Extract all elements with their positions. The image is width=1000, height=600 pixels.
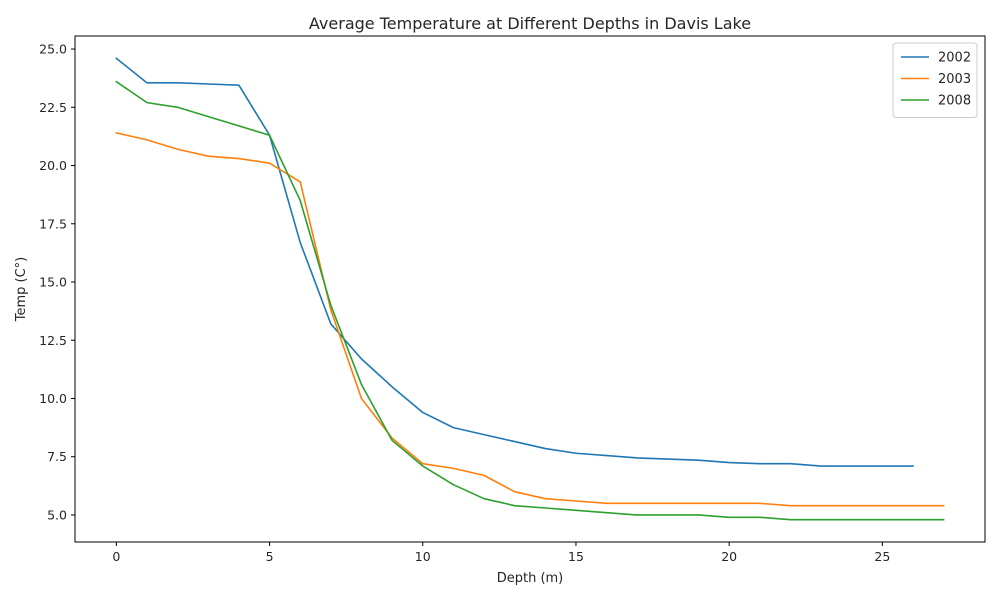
y-tick-label: 5.0	[47, 507, 67, 522]
y-axis: 5.0 7.5 10.0 12.5 15.0 17.5 20.0 22.5 25.0	[39, 42, 75, 522]
series-line-2008	[115, 80, 945, 521]
y-tick-label: 20.0	[39, 158, 67, 173]
y-tick-label: 25.0	[39, 42, 67, 57]
x-tick-label: 25	[874, 549, 890, 564]
x-tick-label: 0	[112, 549, 120, 564]
legend-label-2008: 2008	[938, 94, 971, 109]
legend: 2002 2003 2008	[892, 42, 978, 118]
legend-label-2002: 2002	[938, 51, 971, 66]
y-tick-label: 15.0	[39, 275, 67, 290]
series-line-2002	[115, 57, 914, 467]
series-line-2003	[115, 131, 945, 507]
plot-frame	[74, 35, 986, 543]
y-tick-label: 17.5	[39, 216, 67, 231]
y-tick-label: 7.5	[47, 449, 67, 464]
chart-title: Average Temperature at Different Depths …	[309, 14, 751, 33]
y-tick-label: 22.5	[39, 100, 67, 115]
y-tick-label: 10.0	[39, 391, 67, 406]
legend-box	[892, 42, 978, 118]
legend-label-2003: 2003	[938, 72, 971, 87]
x-tick-label: 5	[266, 549, 274, 564]
x-tick-label: 15	[568, 549, 584, 564]
series-layer	[115, 57, 945, 521]
x-tick-label: 20	[721, 549, 737, 564]
x-axis-title: Depth (m)	[497, 571, 564, 586]
x-axis: 0 5 10 15 20 25	[112, 542, 890, 564]
y-axis-title: Temp (C°)	[14, 257, 29, 323]
x-tick-label: 10	[415, 549, 431, 564]
y-tick-label: 12.5	[39, 333, 67, 348]
